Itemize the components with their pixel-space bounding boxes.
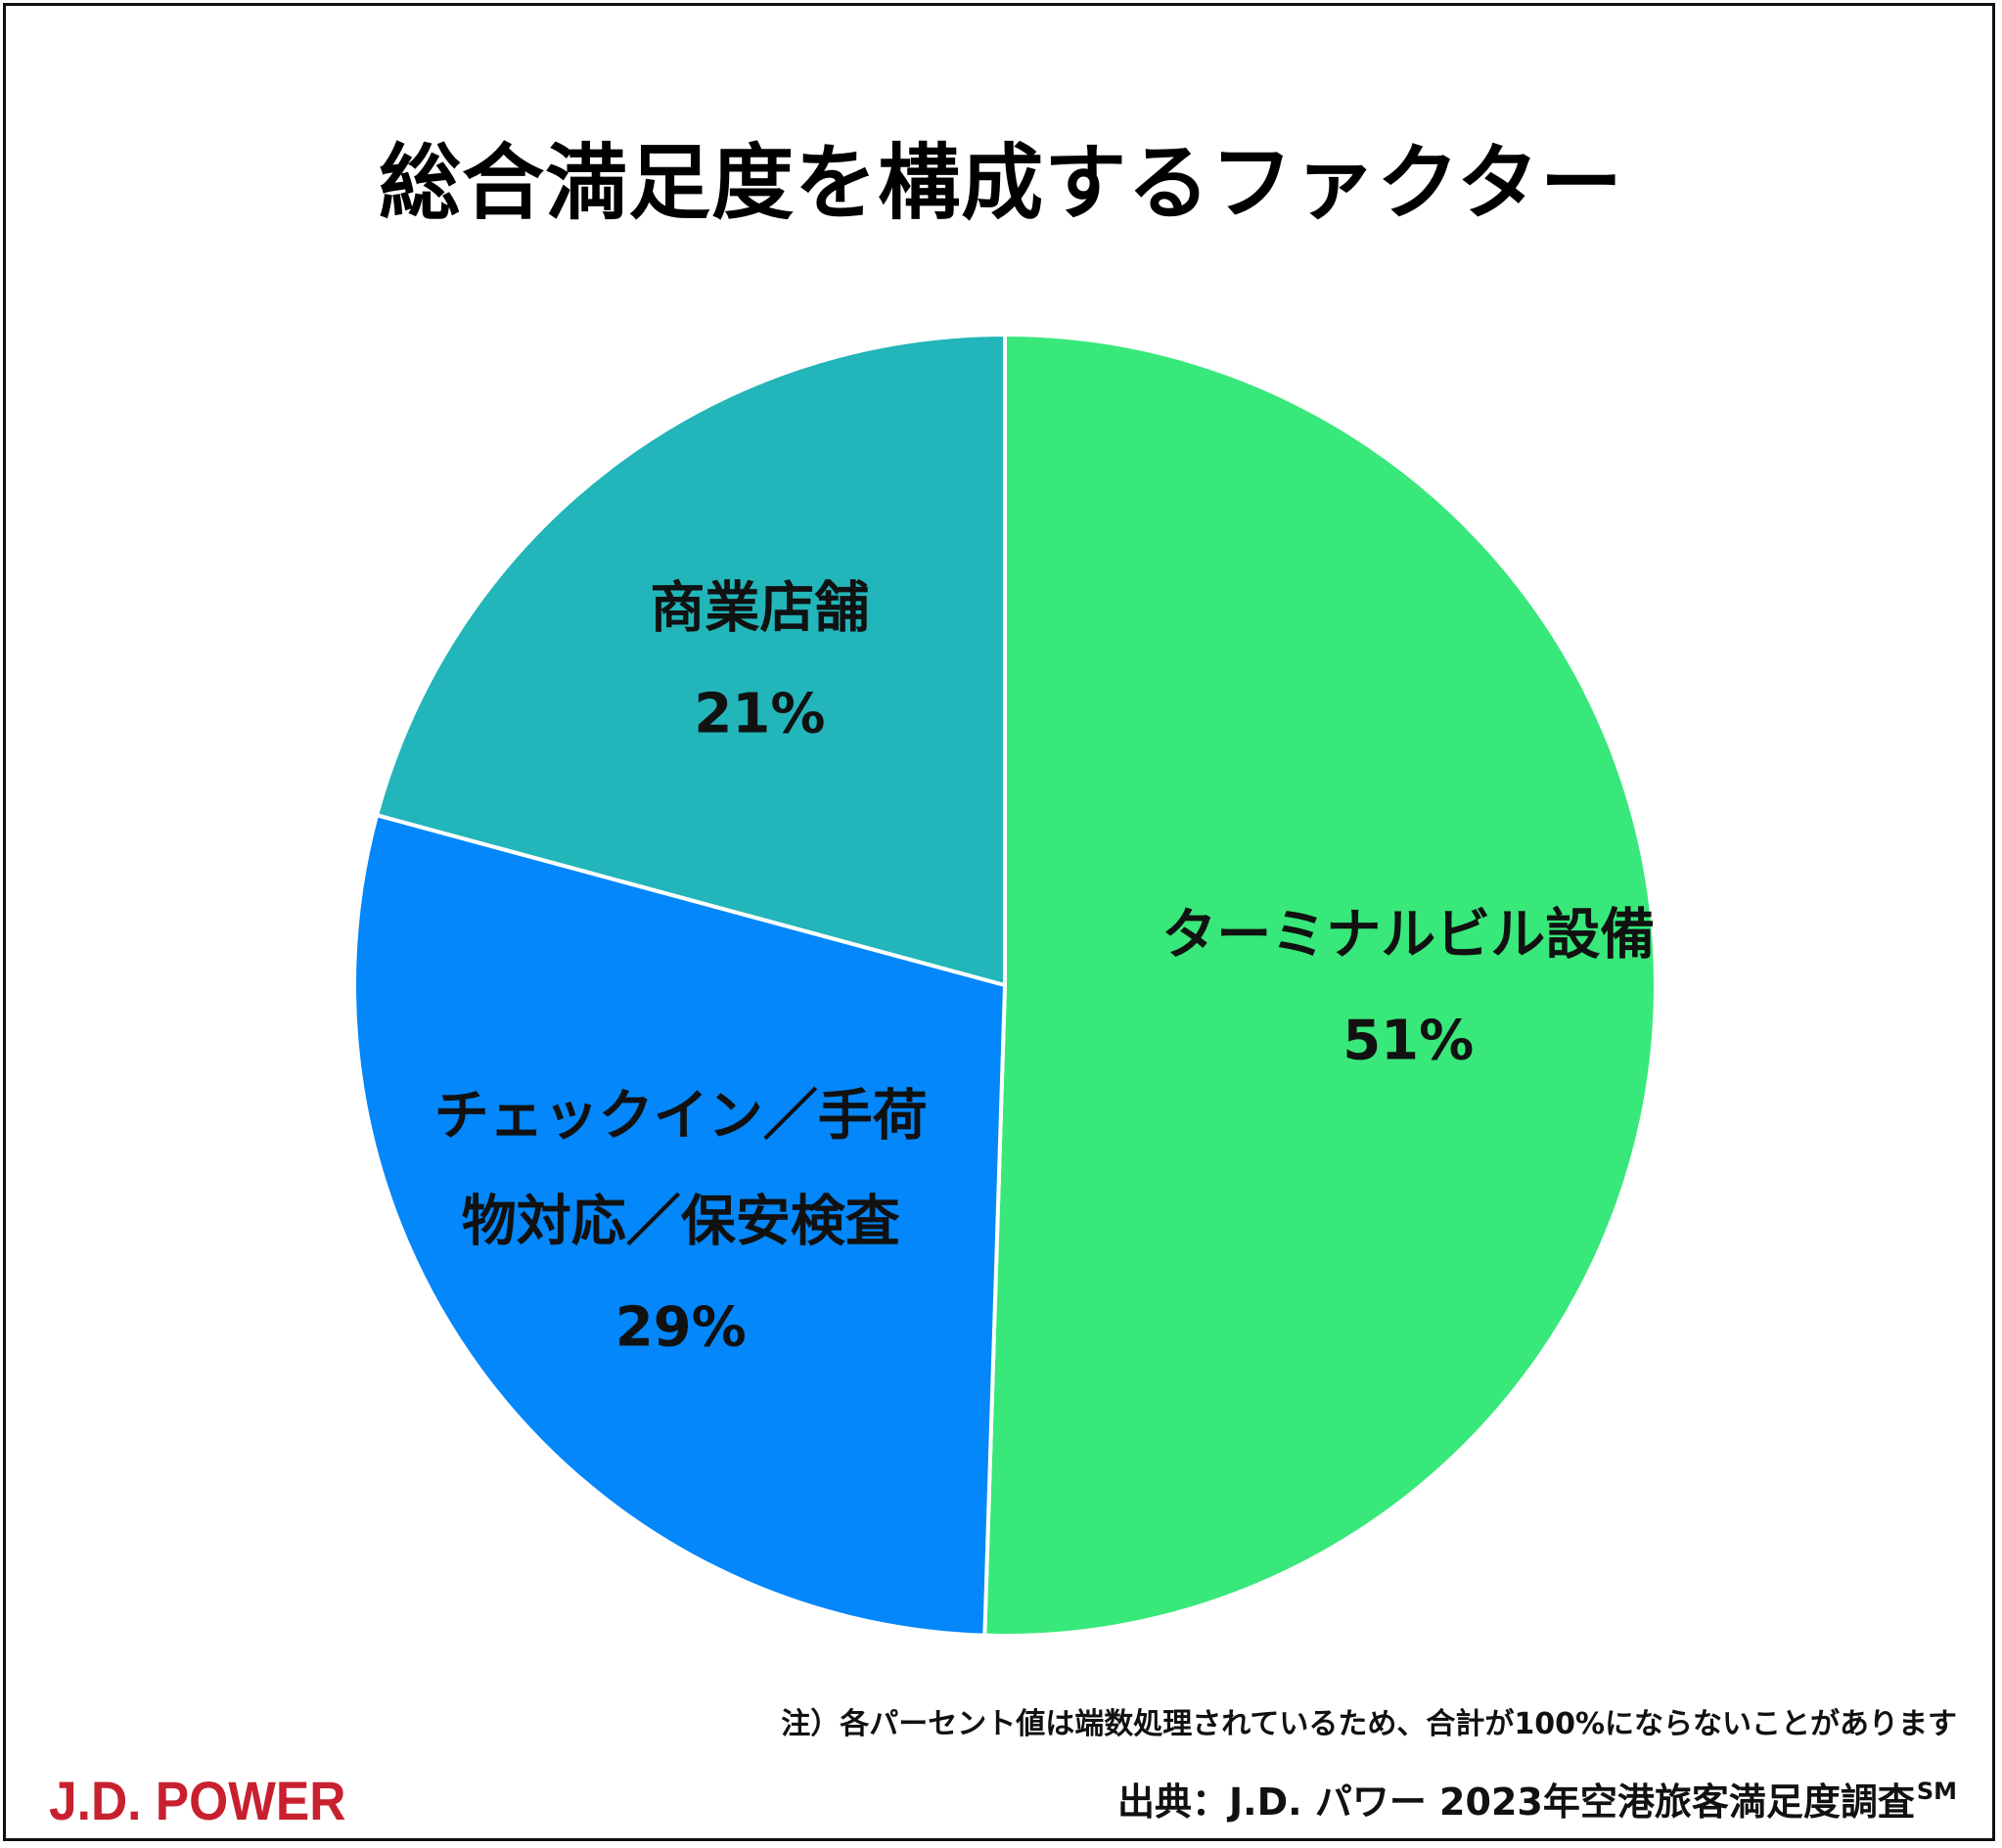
footnote: 注）各パーセント値は端数処理されているため、合計が100%にならないことがありま…	[781, 1707, 1957, 1741]
pie-slice-3	[374, 332, 1007, 988]
slice-category-label-1: ターミナルビル設備	[1161, 904, 1655, 968]
chart-frame	[3, 3, 1995, 1841]
chart-title: 総合満足度を構成するファクター	[379, 135, 1623, 231]
source-credit: 出典：J.D. パワー 2023年空港旅客満足度調査SM	[1117, 1772, 1957, 1825]
source-text: 出典：J.D. パワー 2023年空港旅客満足度調査	[1117, 1780, 1915, 1824]
slice-value-label-1: 51%	[1342, 1010, 1474, 1073]
service-mark: SM	[1916, 1778, 1957, 1805]
slice-category-label-3: 商業店舗	[650, 577, 869, 641]
slice-value-label-2: 29%	[615, 1296, 747, 1360]
slice-value-label-3: 21%	[694, 683, 825, 746]
slice-category-label-2: 物対応／保安検査	[462, 1191, 900, 1254]
slice-category-label-2: チェックイン／手荷	[434, 1085, 928, 1149]
pie-slice-2	[352, 812, 1008, 1638]
jd-power-logo: J.D. POWER	[49, 1770, 346, 1831]
pie-slice-1	[982, 332, 1658, 1638]
